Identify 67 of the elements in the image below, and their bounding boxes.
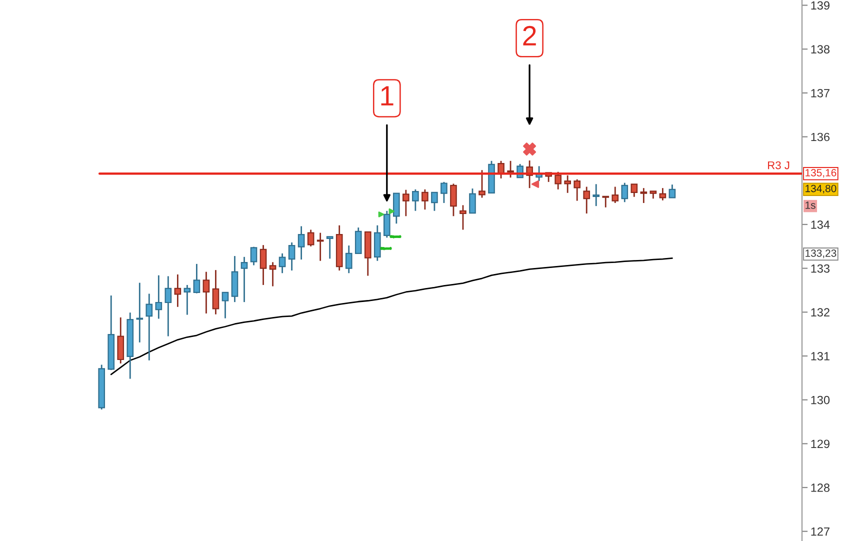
y-tick-label: 130 — [811, 396, 830, 404]
line-series — [110, 258, 673, 376]
y-tick-label: 132 — [811, 308, 830, 317]
candlestick — [668, 184, 676, 198]
candlestick — [602, 196, 610, 208]
candlestick — [478, 169, 486, 198]
y-tick-label: 139 — [811, 1, 830, 10]
candlestick — [383, 210, 390, 238]
candlestick — [345, 244, 352, 274]
candlestick — [307, 229, 314, 248]
candlestick — [422, 188, 428, 210]
y-tick-label: 131 — [811, 352, 830, 360]
candlestick — [564, 174, 571, 194]
candlestick — [202, 271, 210, 314]
candlestick — [117, 316, 124, 364]
candlestick — [583, 186, 590, 214]
candlestick — [155, 274, 162, 320]
y-tick-label: 133 — [811, 264, 830, 273]
candlestick — [469, 188, 476, 214]
candlestick — [146, 293, 153, 362]
candlestick — [440, 181, 448, 204]
candlestick — [354, 226, 362, 254]
candlestick — [174, 274, 182, 308]
y-tick-label: 137 — [811, 88, 830, 98]
y-tick-label: 136 — [811, 132, 830, 142]
candlestick — [298, 226, 305, 260]
y-tick-label: 134 — [811, 220, 830, 229]
candlestick — [431, 192, 438, 212]
candlestick — [193, 263, 200, 294]
candlestick — [260, 244, 267, 286]
candlestick — [621, 182, 628, 203]
candlestick — [507, 160, 514, 178]
candlestick — [136, 282, 144, 344]
y-tick-label: 127 — [811, 527, 830, 536]
text: 133,23 — [806, 249, 836, 258]
candlestick — [240, 256, 248, 303]
candlestick — [554, 171, 562, 190]
candlestick — [402, 189, 410, 217]
text: 135,16 — [806, 169, 836, 178]
candlestick — [630, 183, 638, 198]
candlestick — [326, 236, 334, 260]
text: 134,80 — [806, 184, 836, 194]
annotation: 2 — [523, 26, 536, 46]
y-tick-label: 138 — [811, 45, 830, 54]
candlestick — [450, 183, 457, 217]
candlestick — [269, 261, 276, 287]
candlestick — [592, 183, 600, 207]
candlestick — [612, 186, 619, 204]
candlestick — [574, 178, 581, 202]
ref-line-label: R3 J — [768, 161, 790, 170]
candlestick — [640, 187, 648, 204]
candlestick — [393, 192, 400, 224]
candlestick — [184, 284, 191, 316]
candlestick — [250, 246, 258, 266]
candlestick — [164, 276, 172, 337]
candlestick — [460, 204, 466, 230]
candlestick — [278, 252, 286, 274]
candlestick — [659, 187, 666, 202]
y-tick-label: 128 — [811, 484, 830, 492]
candlestick — [212, 269, 220, 316]
text: 1s — [806, 202, 816, 209]
candlestick — [412, 188, 419, 212]
y-tick-label: 129 — [811, 440, 830, 448]
annotation: 1 — [381, 86, 394, 106]
candlestick — [316, 232, 324, 262]
candlestick — [288, 242, 296, 272]
candlestick — [222, 292, 229, 319]
